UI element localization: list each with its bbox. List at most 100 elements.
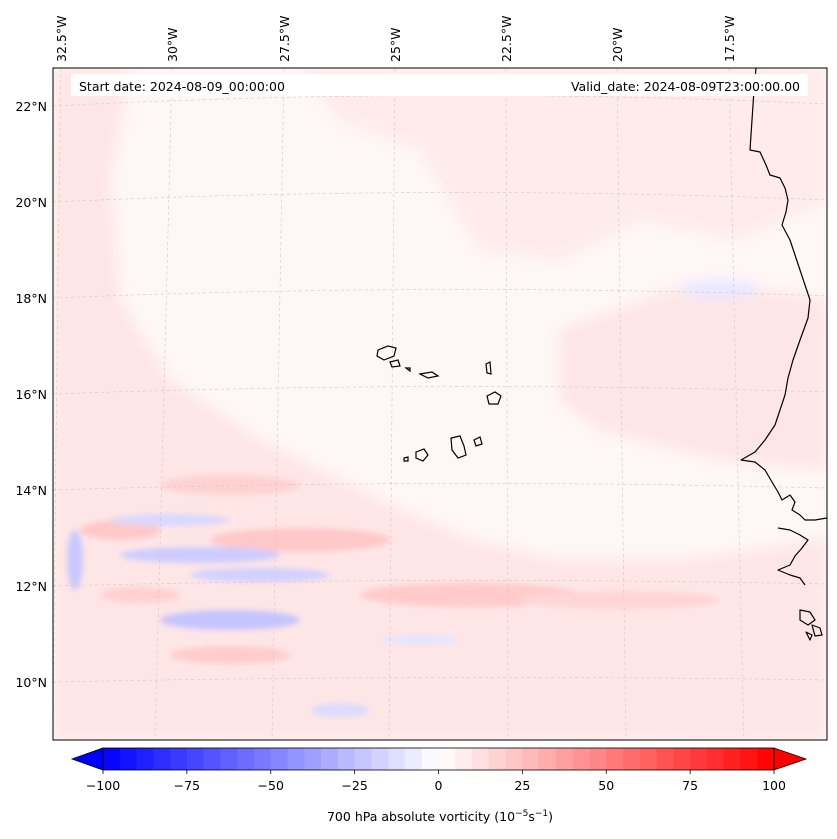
colorbar-step [757, 748, 775, 770]
meridian-line [271, 68, 285, 740]
africa-coastline [740, 68, 827, 521]
parallel-line [53, 386, 827, 395]
island-santo-antao [376, 345, 397, 361]
parallel-line [53, 677, 827, 683]
parallel-line [53, 95, 827, 107]
meridian-line [53, 68, 62, 740]
colorbar-step [170, 748, 188, 770]
negative-streak [120, 547, 280, 563]
meridian-line [388, 68, 396, 740]
cape-verde-islands [376, 345, 502, 462]
colorbar-tick-label: −50 [258, 778, 284, 793]
colorbar-step [220, 748, 238, 770]
island-brava [403, 456, 409, 462]
island-santa-luzia [404, 367, 411, 373]
meridian-line [154, 68, 173, 740]
positive-streak [210, 528, 390, 552]
colorbar-step [606, 748, 624, 770]
colorbar-tick-label: 50 [598, 778, 614, 793]
date-header-box [71, 74, 808, 96]
negative-streak [160, 610, 300, 630]
island-santiago [450, 435, 467, 459]
colorbar-step [287, 748, 305, 770]
colorbar-step [404, 748, 423, 770]
longitude-label: 27.5°W [277, 16, 292, 62]
valid-date-label: Valid_date: 2024-08-09T23:00:00.00 [571, 79, 800, 94]
island-boa-vista [486, 391, 502, 405]
graticule [53, 68, 827, 740]
colorbar-step [136, 748, 154, 770]
weak-negative-patch [680, 280, 760, 300]
colorbar-step [304, 748, 322, 770]
island-fogo [415, 448, 429, 462]
positive-streak [170, 646, 290, 664]
latitude-label: 10°N [15, 675, 47, 690]
latitude-label: 16°N [15, 387, 47, 402]
parallel-line [53, 192, 827, 203]
colorbar-step [237, 748, 255, 770]
colorbar-step [706, 748, 725, 770]
guinea-bissau-islands [799, 609, 823, 641]
longitude-label: 17.5°W [722, 16, 737, 62]
colorbar-ticks: −100 −75 −50 −25 0 25 50 75 100 [86, 770, 786, 793]
colorbar-step [253, 748, 272, 770]
colorbar-step [740, 748, 758, 770]
latitude-label: 20°N [15, 195, 47, 210]
island-maio [473, 436, 483, 447]
longitude-label: 22.5°W [499, 16, 514, 62]
latitude-label: 18°N [15, 291, 47, 306]
colorbar-step [673, 748, 691, 770]
colorbar-step [337, 748, 356, 770]
longitude-label: 25°W [388, 27, 403, 62]
colorbar-step [455, 748, 473, 770]
parallel-line [53, 580, 827, 587]
positive-vorticity-band-north [300, 68, 827, 260]
longitude-label: 20°W [610, 27, 625, 62]
island-sao-vicente [389, 359, 401, 368]
colorbar-step [421, 748, 440, 770]
colorbar-step [153, 748, 171, 770]
colorbar-step [270, 748, 289, 770]
colorbar-step [186, 748, 205, 770]
colorbar-tick-label: −75 [174, 778, 200, 793]
meridian-line [728, 68, 745, 740]
latitude-label: 22°N [15, 99, 47, 114]
parallel-line [53, 483, 827, 491]
colorbar-step [505, 748, 523, 770]
colorbar-step [488, 748, 507, 770]
longitude-label: 30°W [165, 27, 180, 62]
colorbar-step [321, 748, 339, 770]
map-panel[interactable]: Start date: 2024-08-09_00:00:00 Valid_da… [53, 68, 827, 740]
positive-streak [100, 587, 180, 603]
negative-streak [190, 568, 330, 582]
colorbar-step [354, 748, 373, 770]
negative-streak [67, 530, 83, 590]
latitude-label: 12°N [15, 579, 47, 594]
colorbar-min-extend [70, 747, 104, 771]
colorbar-step [623, 748, 641, 770]
coastline [740, 68, 827, 641]
gambia-coast [777, 527, 809, 586]
meridian-line [505, 68, 509, 740]
colorbar-step [203, 748, 222, 770]
colorbar-step [119, 748, 138, 770]
colorbar-tick-label: −100 [86, 778, 120, 793]
colorbar-step [539, 748, 557, 770]
colorbar-step [656, 748, 674, 770]
colorbar-step [472, 748, 490, 770]
positive-vorticity-band-east [560, 280, 827, 470]
colorbar-step [371, 748, 389, 770]
colorbar-step [103, 748, 121, 770]
colorbar-tick-label: 75 [682, 778, 698, 793]
colorbar-step [388, 748, 406, 770]
meridian-line [616, 68, 627, 740]
negative-streak [380, 635, 460, 645]
colorbar-step [639, 748, 658, 770]
colorbar-step [690, 748, 708, 770]
latitude-label: 14°N [15, 483, 47, 498]
colorbar-tick-label: 0 [435, 778, 443, 793]
map-border [52, 67, 828, 741]
start-date-label: Start date: 2024-08-09_00:00:00 [79, 79, 285, 94]
colorbar-step [572, 748, 591, 770]
